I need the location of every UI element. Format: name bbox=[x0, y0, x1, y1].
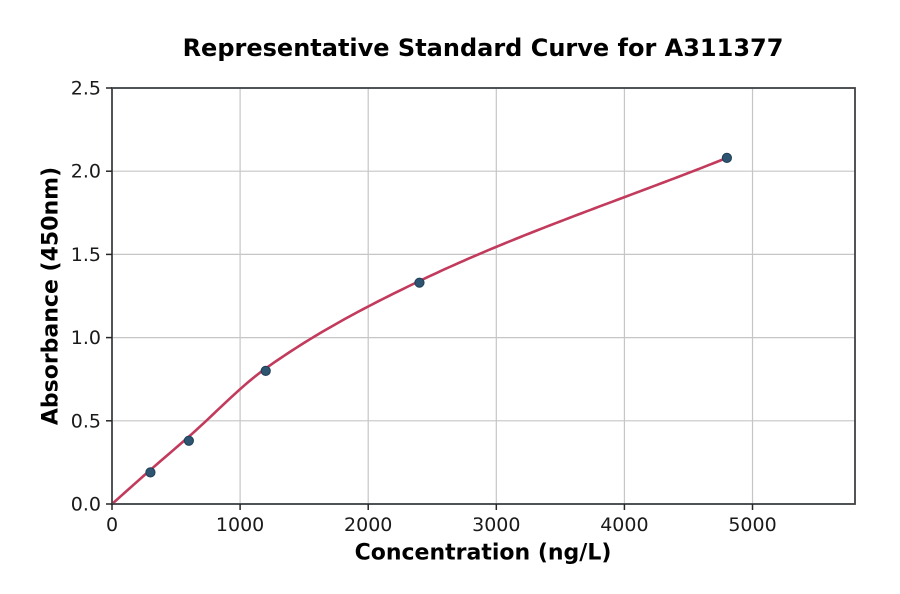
tick-labels-group: 0 1000 2000 3000 4000 5000 0.0 0.5 1.0 1.5 2.0 2.5 bbox=[71, 78, 777, 537]
x-axis-label: Concentration (ng/L) bbox=[354, 540, 612, 566]
data-point bbox=[260, 365, 271, 376]
y-tick-label: 1.0 bbox=[71, 327, 101, 349]
fit-curve-group bbox=[110, 156, 729, 506]
data-point bbox=[721, 152, 732, 163]
x-tick-label: 1000 bbox=[216, 514, 264, 536]
gridlines bbox=[111, 87, 855, 505]
y-tick-label: 0.5 bbox=[71, 410, 101, 432]
chart-title: Representative Standard Curve for A31137… bbox=[182, 34, 784, 62]
x-tick-label: 4000 bbox=[600, 514, 648, 536]
x-tick-label: 5000 bbox=[728, 514, 776, 536]
x-tick-label: 3000 bbox=[472, 514, 520, 536]
y-tick-label: 1.5 bbox=[71, 244, 101, 266]
fit-curve bbox=[110, 156, 729, 506]
axes-frame bbox=[111, 87, 856, 505]
tick-marks-group bbox=[106, 87, 754, 510]
x-tick-label: 2000 bbox=[344, 514, 392, 536]
data-point bbox=[145, 467, 156, 478]
axes-frame-group bbox=[111, 87, 856, 505]
y-tick-label: 2.5 bbox=[71, 78, 101, 100]
data-points-group bbox=[145, 152, 732, 478]
y-axis-label: Absorbance (450nm) bbox=[38, 166, 64, 426]
y-tick-label: 2.0 bbox=[71, 161, 101, 183]
y-tick-label: 0.0 bbox=[71, 494, 101, 516]
data-point bbox=[414, 277, 425, 288]
data-point bbox=[183, 435, 194, 446]
x-tick-label: 0 bbox=[106, 514, 118, 536]
